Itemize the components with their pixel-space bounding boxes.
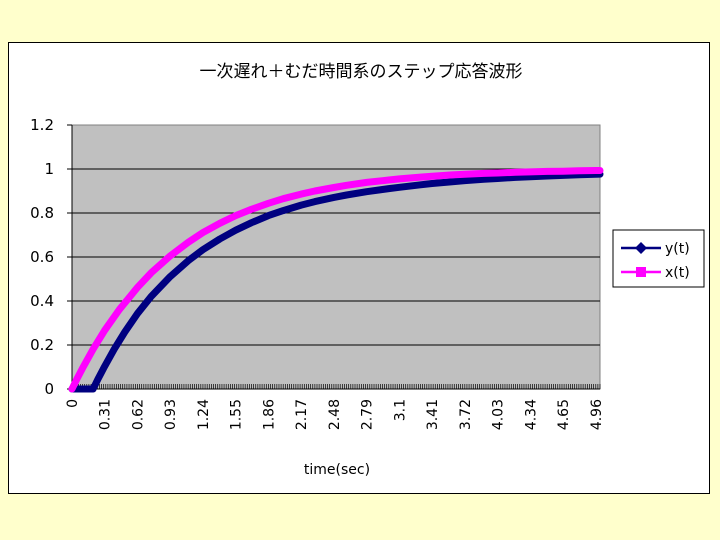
series-line-0 (68, 170, 604, 393)
y-tick-label-0: 0 (44, 380, 54, 398)
legend: y(t) x(t) (612, 229, 705, 288)
x-tick-label-12: 3.72 (458, 399, 474, 430)
x-tick-label-9: 2.79 (360, 399, 376, 430)
y-tick-label-3: 0.6 (30, 248, 54, 266)
x-tick-label-2: 0.62 (130, 399, 146, 430)
chart-title: 一次遅れ＋むだ時間系のステップ応答波形 (200, 62, 523, 82)
x-tick-label-16: 4.96 (589, 399, 605, 430)
legend-label-0: y(t) (665, 241, 690, 257)
y-tick-label-1: 0.2 (30, 336, 54, 354)
legend-label-1: x(t) (665, 265, 690, 281)
x-tick-label-8: 2.48 (327, 399, 343, 430)
legend-marker-diamond-0 (635, 242, 647, 254)
x-tick-label-0: 0 (65, 399, 81, 408)
x-tick-label-1: 0.31 (98, 399, 114, 430)
x-axis: 0 0.31 0.62 0.93 1.24 1.55 1.86 2.17 2.48 2.79 3.1… (65, 384, 605, 430)
x-tick-label-7: 2.17 (294, 399, 310, 430)
legend-box (612, 229, 705, 288)
x-tick-label-10: 3.1 (392, 399, 408, 421)
y-tick-label-4: 0.8 (30, 204, 54, 222)
y-axis: 0 0.2 0.4 0.6 0.8 1 1.2 (30, 116, 73, 398)
x-tick-label-4: 1.24 (196, 399, 212, 430)
legend-marker-square-1 (636, 267, 646, 277)
series-layer (68, 167, 604, 393)
x-tick-label-6: 1.86 (261, 399, 277, 430)
y-tick-label-2: 0.4 (30, 292, 54, 310)
x-tick-label-14: 4.34 (523, 399, 539, 430)
x-tick-label-15: 4.65 (556, 399, 572, 430)
series-line-1 (68, 167, 604, 393)
x-tick-label-5: 1.55 (229, 399, 245, 430)
y-tick-label-5: 1 (44, 160, 54, 178)
x-tick-label-11: 3.41 (425, 399, 441, 430)
y-tick-label-6: 1.2 (30, 116, 54, 134)
x-tick-label-3: 0.93 (163, 399, 179, 430)
x-axis-label: time(sec) (304, 462, 370, 478)
x-tick-label-13: 4.03 (491, 399, 507, 430)
